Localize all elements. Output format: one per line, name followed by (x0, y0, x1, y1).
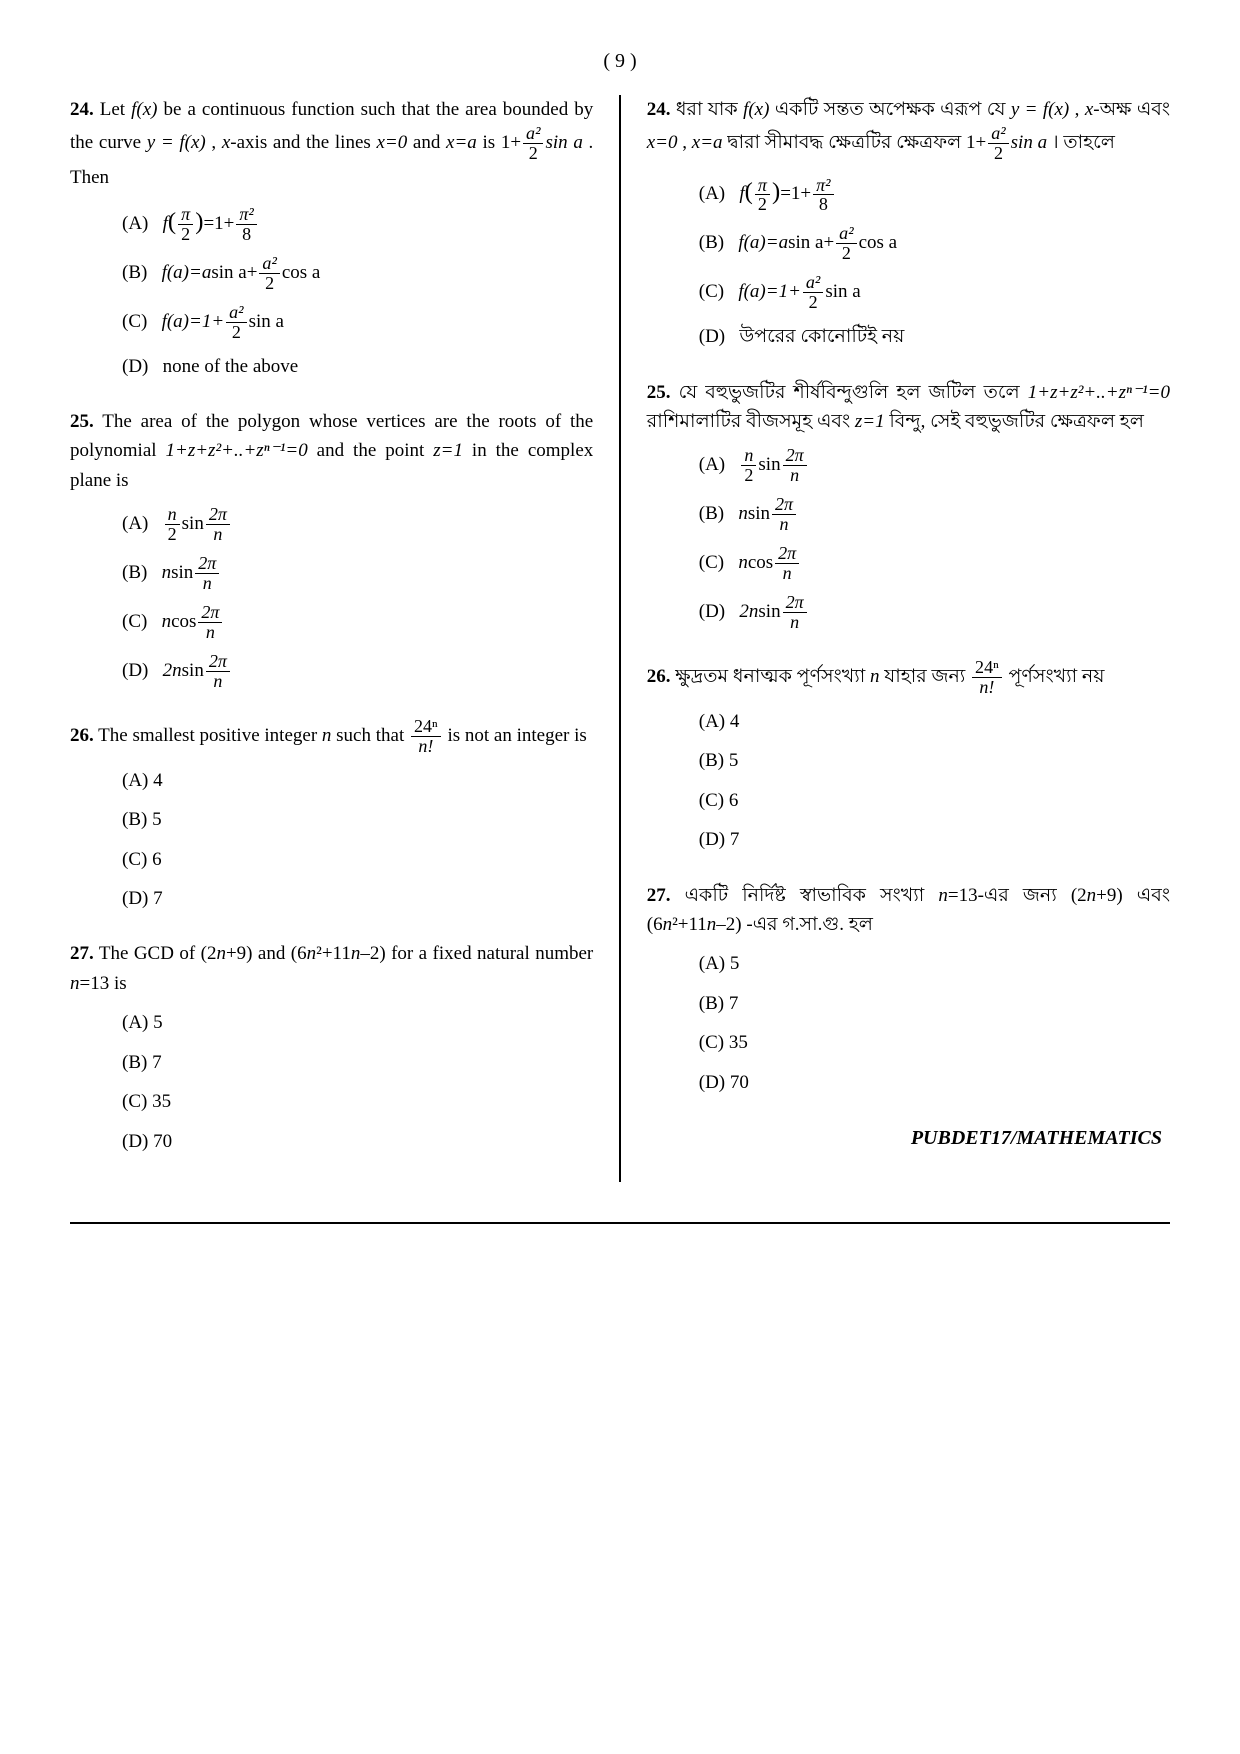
q24-bn-option-a: (A) f(π2)=1+π²8 (699, 173, 1170, 214)
q27-option-d: (D) 70 (122, 1127, 593, 1156)
left-column: 24. Let f(x) be a continuous function su… (70, 95, 593, 1182)
q24-bn-options: (A) f(π2)=1+π²8 (B) f(a)=asin a+a²2cos a… (699, 173, 1170, 351)
question-26-en: 26. The smallest positive integer n such… (70, 717, 593, 914)
q25-option-a: (A) n2sin2πn (122, 505, 593, 544)
q24-bn-option-b: (B) f(a)=asin a+a²2cos a (699, 224, 1170, 263)
q24-bn-number: 24. (647, 99, 671, 120)
question-26-bn: 26. ক্ষুদ্রতম ধনাত্মক পূর্ণসংখ্যা n যাহা… (647, 658, 1170, 855)
q25-bn-options: (A) n2sin2πn (B) nsin2πn (C) ncos2πn (D)… (699, 446, 1170, 632)
q25-bn-text: যে বহুভুজটির শীর্ষবিন্দুগুলি হল জটিল তলে… (647, 382, 1170, 432)
q26-option-d: (D) 7 (122, 884, 593, 913)
q25-option-b: (B) nsin2πn (122, 554, 593, 593)
bottom-rule (70, 1222, 1170, 1224)
q27-bn-option-b: (B) 7 (699, 989, 1170, 1018)
q26-bn-option-b: (B) 5 (699, 746, 1170, 775)
q26-option-a: (A) 4 (122, 766, 593, 795)
q24-option-a: (A) f(π2)=1+π²8 (122, 203, 593, 244)
question-27-bn: 27. একটি নির্দিষ্ট স্বাভাবিক সংখ্যা n=13… (647, 881, 1170, 1098)
q26-option-c: (C) 6 (122, 845, 593, 874)
q26-bn-number: 26. (647, 666, 671, 687)
q25-bn-option-b: (B) nsin2πn (699, 495, 1170, 534)
question-25-en: 25. The area of the polygon whose vertic… (70, 407, 593, 691)
question-27-en: 27. The GCD of (2n+9) and (6n²+11n–2) fo… (70, 939, 593, 1156)
exam-page: ( 9 ) 24. Let f(x) be a continuous funct… (0, 0, 1240, 1272)
q27-bn-option-d: (D) 70 (699, 1068, 1170, 1097)
q26-number: 26. (70, 725, 94, 746)
right-column: 24. ধরা যাক f(x) একটি সন্তত অপেক্ষক এরূপ… (647, 95, 1170, 1182)
q27-bn-option-c: (C) 35 (699, 1028, 1170, 1057)
q27-option-c: (C) 35 (122, 1087, 593, 1116)
q24-option-d: (D) none of the above (122, 352, 593, 381)
q24-option-b: (B) f(a)=asin a+a²2cos a (122, 254, 593, 293)
q27-text: The GCD of (2n+9) and (6n²+11n–2) for a … (70, 943, 593, 993)
q27-options: (A) 5 (B) 7 (C) 35 (D) 70 (122, 1008, 593, 1156)
q24-option-c: (C) f(a)=1+a²2sin a (122, 303, 593, 342)
question-24-en: 24. Let f(x) be a continuous function su… (70, 95, 593, 381)
q25-number: 25. (70, 411, 94, 432)
q25-bn-option-d: (D) 2nsin2πn (699, 593, 1170, 632)
q25-option-d: (D) 2nsin2πn (122, 652, 593, 691)
q26-bn-option-a: (A) 4 (699, 707, 1170, 736)
q26-bn-options: (A) 4 (B) 5 (C) 6 (D) 7 (699, 707, 1170, 855)
q25-options: (A) n2sin2πn (B) nsin2πn (C) ncos2πn (D)… (122, 505, 593, 691)
q24-bn-option-c: (C) f(a)=1+a²2sin a (699, 273, 1170, 312)
q27-bn-number: 27. (647, 885, 671, 906)
page-number: ( 9 ) (70, 50, 1170, 73)
q24-options: (A) f(π2)=1+π²8 (B) f(a)=asin a+a²2cos a… (122, 203, 593, 381)
q25-bn-option-a: (A) n2sin2πn (699, 446, 1170, 485)
q26-options: (A) 4 (B) 5 (C) 6 (D) 7 (122, 766, 593, 914)
page-footer: PUBDET17/MATHEMATICS (647, 1123, 1170, 1154)
q27-number: 27. (70, 943, 94, 964)
two-column-layout: 24. Let f(x) be a continuous function su… (70, 95, 1170, 1182)
q27-option-a: (A) 5 (122, 1008, 593, 1037)
q24-number: 24. (70, 99, 94, 120)
question-25-bn: 25. যে বহুভুজটির শীর্ষবিন্দুগুলি হল জটিল… (647, 378, 1170, 632)
q25-text: The area of the polygon whose vertices a… (70, 411, 593, 491)
q26-bn-option-d: (D) 7 (699, 825, 1170, 854)
q26-bn-option-c: (C) 6 (699, 786, 1170, 815)
q25-option-c: (C) ncos2πn (122, 603, 593, 642)
column-divider (619, 95, 621, 1182)
q24-text: Let f(x) be a continuous function such t… (70, 99, 593, 188)
q26-bn-text: ক্ষুদ্রতম ধনাত্মক পূর্ণসংখ্যা n যাহার জন… (675, 666, 1104, 687)
q26-text: The smallest positive integer n such tha… (98, 725, 587, 746)
q26-option-b: (B) 5 (122, 805, 593, 834)
question-24-bn: 24. ধরা যাক f(x) একটি সন্তত অপেক্ষক এরূপ… (647, 95, 1170, 352)
q27-option-b: (B) 7 (122, 1048, 593, 1077)
q27-bn-option-a: (A) 5 (699, 949, 1170, 978)
q25-bn-option-c: (C) ncos2πn (699, 544, 1170, 583)
q27-bn-text: একটি নির্দিষ্ট স্বাভাবিক সংখ্যা n=13-এর … (647, 885, 1170, 935)
q24-bn-option-d: (D) উপরের কোনোটিই নয় (699, 322, 1170, 351)
q24-bn-text: ধরা যাক f(x) একটি সন্তত অপেক্ষক এরূপ যে … (647, 99, 1170, 153)
q27-bn-options: (A) 5 (B) 7 (C) 35 (D) 70 (699, 949, 1170, 1097)
q25-bn-number: 25. (647, 382, 671, 403)
